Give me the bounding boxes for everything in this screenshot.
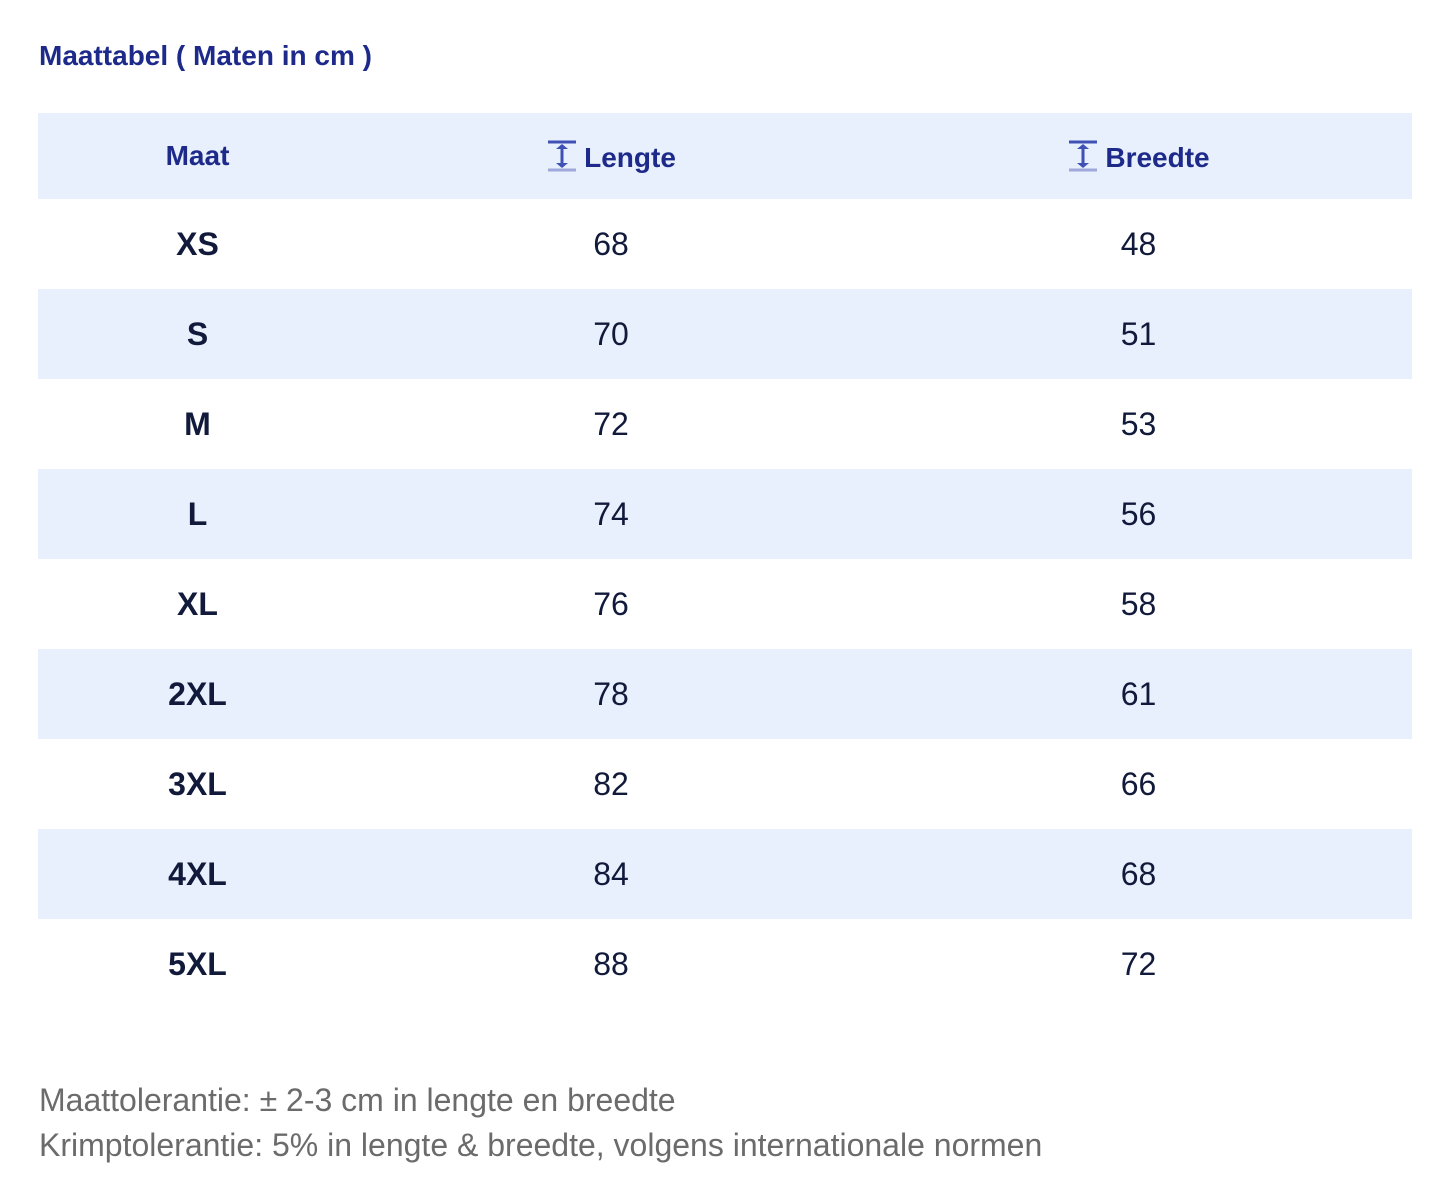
table-row: L 74 56 bbox=[38, 469, 1412, 559]
title: Maattabel ( Maten in cm ) bbox=[39, 40, 372, 71]
length-icon bbox=[548, 140, 577, 171]
length-icon bbox=[1069, 140, 1098, 171]
measure-cell: 51 bbox=[865, 289, 1412, 379]
measure-cell: 53 bbox=[1120, 405, 1157, 442]
column-header-text: Lengte bbox=[584, 141, 676, 173]
column-header: Lengte bbox=[357, 113, 865, 199]
size-cell: L bbox=[38, 469, 357, 559]
table-row: 4XL 84 68 bbox=[38, 829, 1412, 919]
table-head: Maat Lengte Breedte bbox=[38, 113, 1412, 199]
measure-cell: 88 bbox=[593, 945, 629, 982]
measure-cell: 68 bbox=[865, 829, 1412, 919]
measure-cell: 56 bbox=[865, 469, 1412, 559]
table-row: 2XL 78 61 bbox=[38, 649, 1412, 739]
size-cell: XS bbox=[176, 225, 219, 262]
column-header-text: Breedte bbox=[1105, 141, 1210, 173]
column-header: Breedte bbox=[865, 113, 1412, 199]
measure-cell: 70 bbox=[357, 289, 865, 379]
table-body: XS 68 48 S 70 51 M 72 53 L 74 56 XL 76 58 2XL 78 61 3XL 82 6… bbox=[38, 199, 1412, 1009]
size-cell: 3XL bbox=[168, 765, 227, 802]
size-table: Maat Lengte Breedte XS 68 48 S 70 51 M 72 53 L 74 56 X… bbox=[38, 113, 1412, 1009]
size-cell: 4XL bbox=[38, 829, 357, 919]
table-row: S 70 51 bbox=[38, 289, 1412, 379]
table-row: XL 76 58 bbox=[38, 559, 1412, 649]
measure-cell: 82 bbox=[593, 765, 629, 802]
note: Krimptolerantie: 5% in lengte & breedte,… bbox=[39, 1127, 1043, 1163]
table-row: XS 68 48 bbox=[38, 199, 1412, 289]
measure-cell: 61 bbox=[865, 649, 1412, 739]
size-cell: XL bbox=[177, 585, 218, 622]
measure-cell: 78 bbox=[357, 649, 865, 739]
size-cell: 2XL bbox=[38, 649, 357, 739]
size-cell: M bbox=[184, 405, 211, 442]
measure-cell: 84 bbox=[357, 829, 865, 919]
notes: Maattolerantie: ± 2-3 cm in lengte en br… bbox=[39, 1078, 1042, 1168]
measure-cell: 48 bbox=[1120, 225, 1157, 262]
measure-cell: 76 bbox=[593, 585, 629, 622]
column-header-text: Maat bbox=[165, 140, 230, 171]
size-cell: 5XL bbox=[168, 945, 227, 982]
size-cell: S bbox=[38, 289, 357, 379]
column-header: Maat bbox=[38, 113, 357, 199]
measure-cell: 68 bbox=[593, 225, 629, 262]
header-row: Maat Lengte Breedte bbox=[38, 113, 1412, 199]
measure-cell: 58 bbox=[1120, 585, 1157, 622]
note: Maattolerantie: ± 2-3 cm in lengte en br… bbox=[39, 1082, 676, 1118]
measure-cell: 72 bbox=[1120, 945, 1157, 982]
table-row: 3XL 82 66 bbox=[38, 739, 1412, 829]
table-row: 5XL 88 72 bbox=[38, 919, 1412, 1009]
measure-cell: 66 bbox=[1120, 765, 1157, 802]
table-row: M 72 53 bbox=[38, 379, 1412, 469]
measure-cell: 72 bbox=[593, 405, 629, 442]
measure-cell: 74 bbox=[357, 469, 865, 559]
